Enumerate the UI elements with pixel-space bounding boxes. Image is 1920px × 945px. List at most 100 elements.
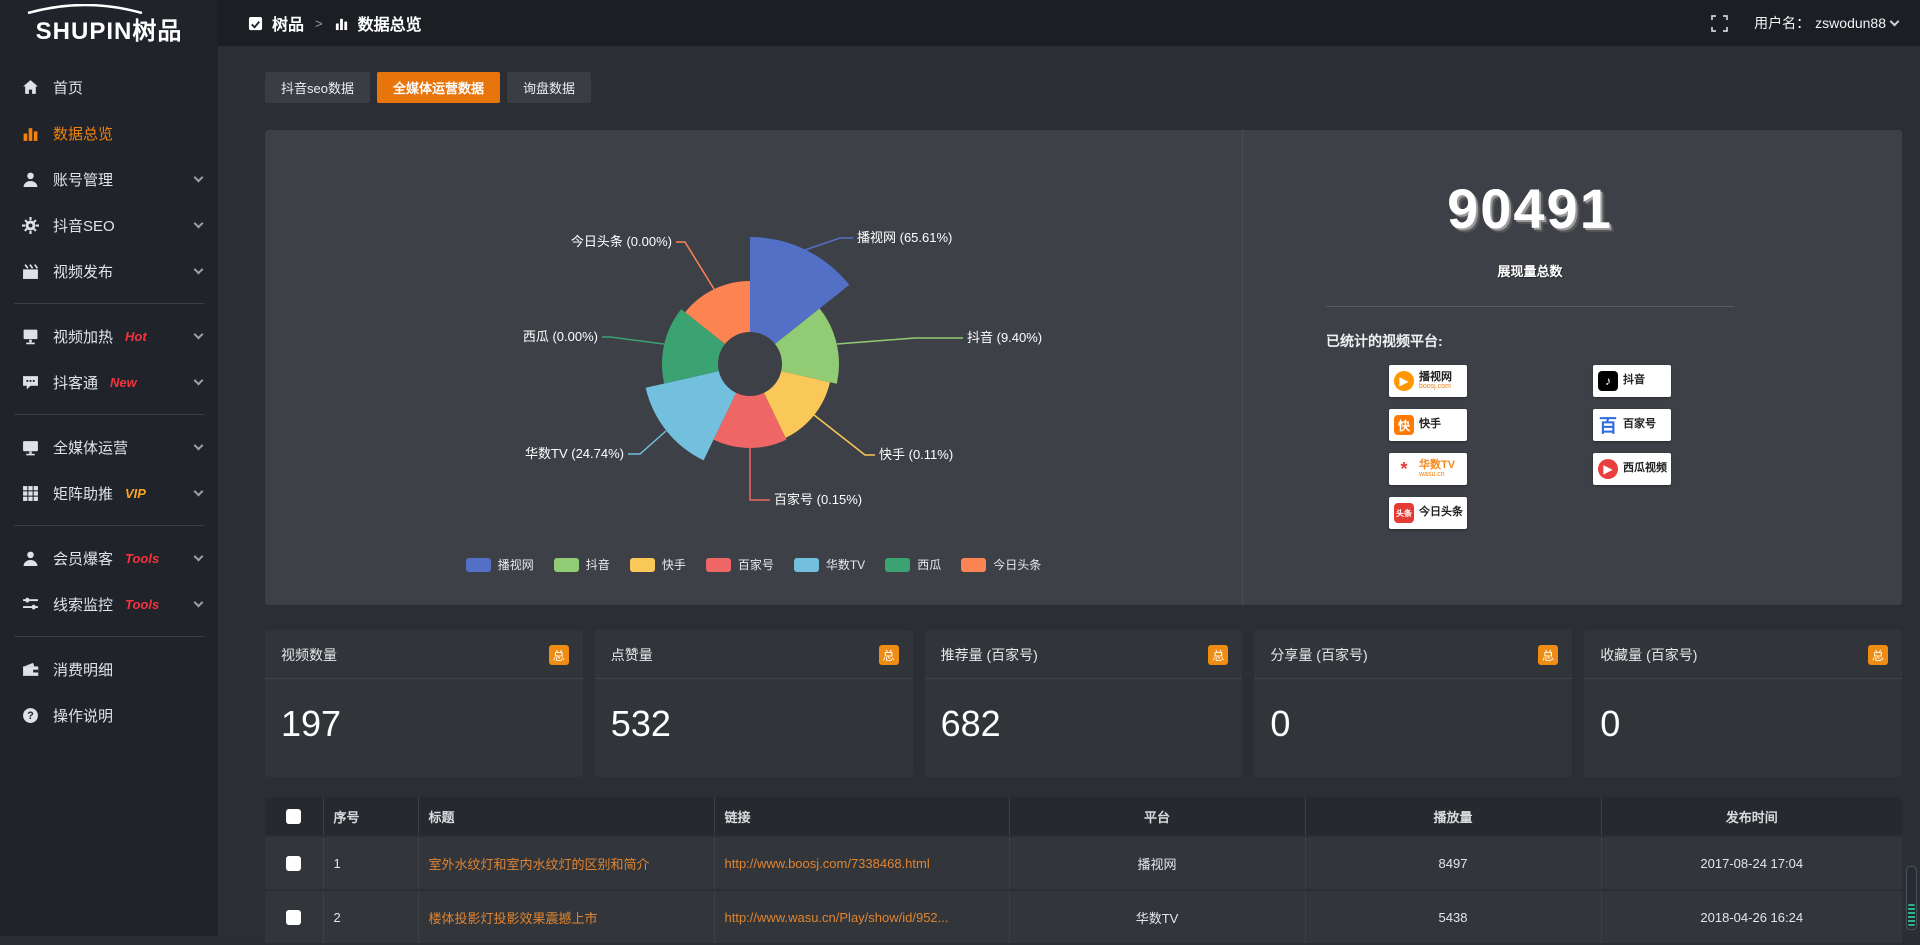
row-title-link[interactable]: 室外水纹灯和室内水纹灯的区别和简介 (418, 836, 714, 890)
legend-item-播视网[interactable]: 播视网 (466, 556, 534, 573)
stat-card-value: 0 (1584, 679, 1902, 745)
header-checkbox-cell (265, 797, 323, 836)
sidebar-item-consumption-detail[interactable]: 消费明细 (0, 646, 218, 692)
row-platform: 播视网 (1009, 836, 1305, 890)
kuaishou-icon: 快 (1394, 415, 1414, 435)
legend-label: 华数TV (826, 556, 865, 573)
sidebar-item-home[interactable]: 首页 (0, 64, 218, 110)
header-平台: 平台 (1009, 797, 1305, 836)
legend-item-西瓜[interactable]: 西瓜 (885, 556, 941, 573)
row-url-link[interactable]: http://www.boosj.com/7338468.html (714, 836, 1009, 890)
douyin-seo-icon (22, 217, 39, 234)
select-all-checkbox[interactable] (286, 809, 301, 824)
legend-label: 百家号 (738, 556, 774, 573)
platform-name: 华数TV (1419, 460, 1455, 472)
platform-name: 快手 (1419, 419, 1441, 431)
impressions-total-label: 展现量总数 (1326, 261, 1734, 280)
pie-label-line (628, 431, 666, 454)
logo-text: SHUPIN树品 (36, 11, 183, 46)
tab-omni-media-data[interactable]: 全媒体运营数据 (377, 72, 500, 103)
platform-badge-baijiahao: 百百家号 (1593, 409, 1671, 441)
platform-name: 今日头条 (1419, 507, 1463, 519)
pie-label-华数TV: 华数TV (24.74%) (525, 446, 624, 461)
pie-slice-华数TV[interactable] (646, 371, 736, 460)
table-header-row: 序号标题链接平台播放量发布时间 (265, 797, 1902, 836)
row-checkbox[interactable] (286, 856, 301, 871)
row-checkbox[interactable] (286, 910, 301, 925)
breadcrumb-app[interactable]: 树品 (272, 11, 304, 35)
pie-label-line (805, 238, 853, 250)
impressions-total: 90491 (1326, 176, 1734, 241)
platforms-label: 已统计的视频平台: (1326, 331, 1902, 351)
sidebar-divider (14, 414, 204, 415)
svg-text:?: ? (27, 710, 33, 722)
video-heating-icon (22, 328, 39, 345)
chevron-down-icon (194, 552, 204, 562)
user-menu[interactable]: 用户名： zswodun88 (1754, 13, 1898, 33)
chevron-down-icon (194, 173, 204, 183)
baijiahao-icon: 百 (1598, 415, 1618, 435)
legend-item-抖音[interactable]: 抖音 (554, 556, 610, 573)
pie-label-百家号: 百家号 (0.15%) (774, 492, 862, 507)
scrollbar-thumb[interactable] (1906, 866, 1917, 930)
sidebar-item-data-overview[interactable]: 数据总览 (0, 110, 218, 156)
header-播放量: 播放量 (1305, 797, 1601, 836)
legend-item-百家号[interactable]: 百家号 (706, 556, 774, 573)
stat-card-label: 视频数量 (281, 645, 337, 665)
tab-douyin-seo-data[interactable]: 抖音seo数据 (265, 72, 370, 103)
stat-card-label: 收藏量 (百家号) (1600, 645, 1697, 665)
summary-divider (1326, 306, 1734, 307)
platforms-column-right: ♪抖音百百家号▶西瓜视频 (1593, 365, 1671, 529)
matrix-boost-icon (22, 485, 39, 502)
legend-label: 今日头条 (993, 556, 1041, 573)
platform-badge-kuaishou: 快快手 (1389, 409, 1467, 441)
topbar: 树品 > 数据总览 用户名： zswodun88 (218, 0, 1920, 46)
chevron-down-icon (194, 598, 204, 608)
breadcrumb-separator: > (315, 16, 323, 31)
sidebar-item-account-management[interactable]: 账号管理 (0, 156, 218, 202)
sidebar-item-label: 抖音SEO (53, 215, 115, 236)
sidebar-divider (14, 303, 204, 304)
sidebar-item-label: 首页 (53, 77, 83, 98)
pie-label-line (676, 242, 714, 289)
sidebar-item-video-publish[interactable]: 视频发布 (0, 248, 218, 294)
sidebar-item-label: 数据总览 (53, 123, 113, 144)
legend-item-华数TV[interactable]: 华数TV (794, 556, 865, 573)
douketong-icon (22, 374, 39, 391)
sidebar-divider (14, 636, 204, 637)
overview-panel: 播视网 (65.61%)抖音 (9.40%)快手 (0.11%)百家号 (0.1… (265, 130, 1902, 605)
total-badge: 总 (1208, 645, 1228, 665)
fullscreen-icon[interactable] (1711, 15, 1728, 32)
chevron-down-icon (194, 330, 204, 340)
stat-card-favorite-count: 收藏量 (百家号) 总 0 (1584, 630, 1902, 777)
total-badge: 总 (549, 645, 569, 665)
toutiao-icon: 头条 (1394, 503, 1414, 523)
stat-card-label: 分享量 (百家号) (1270, 645, 1367, 665)
sidebar-item-douyin-seo[interactable]: 抖音SEO (0, 202, 218, 248)
douyin-icon: ♪ (1598, 371, 1618, 391)
rose-chart-area: 播视网 (65.61%)抖音 (9.40%)快手 (0.11%)百家号 (0.1… (265, 130, 1242, 605)
total-badge: 总 (1868, 645, 1888, 665)
data-tabs: 抖音seo数据全媒体运营数据询盘数据 (265, 72, 1902, 103)
legend-item-快手[interactable]: 快手 (630, 556, 686, 573)
sidebar-item-operation-guide[interactable]: ?操作说明 (0, 692, 218, 738)
sidebar-item-omni-media[interactable]: 全媒体运营 (0, 424, 218, 470)
wasu-tv-icon: * (1394, 459, 1414, 479)
legend-swatch (554, 558, 579, 572)
legend-item-今日头条[interactable]: 今日头条 (961, 556, 1041, 573)
tab-inquiry-data[interactable]: 询盘数据 (507, 72, 591, 103)
sidebar-item-label: 线索监控 (53, 594, 113, 615)
legend-swatch (706, 558, 731, 572)
